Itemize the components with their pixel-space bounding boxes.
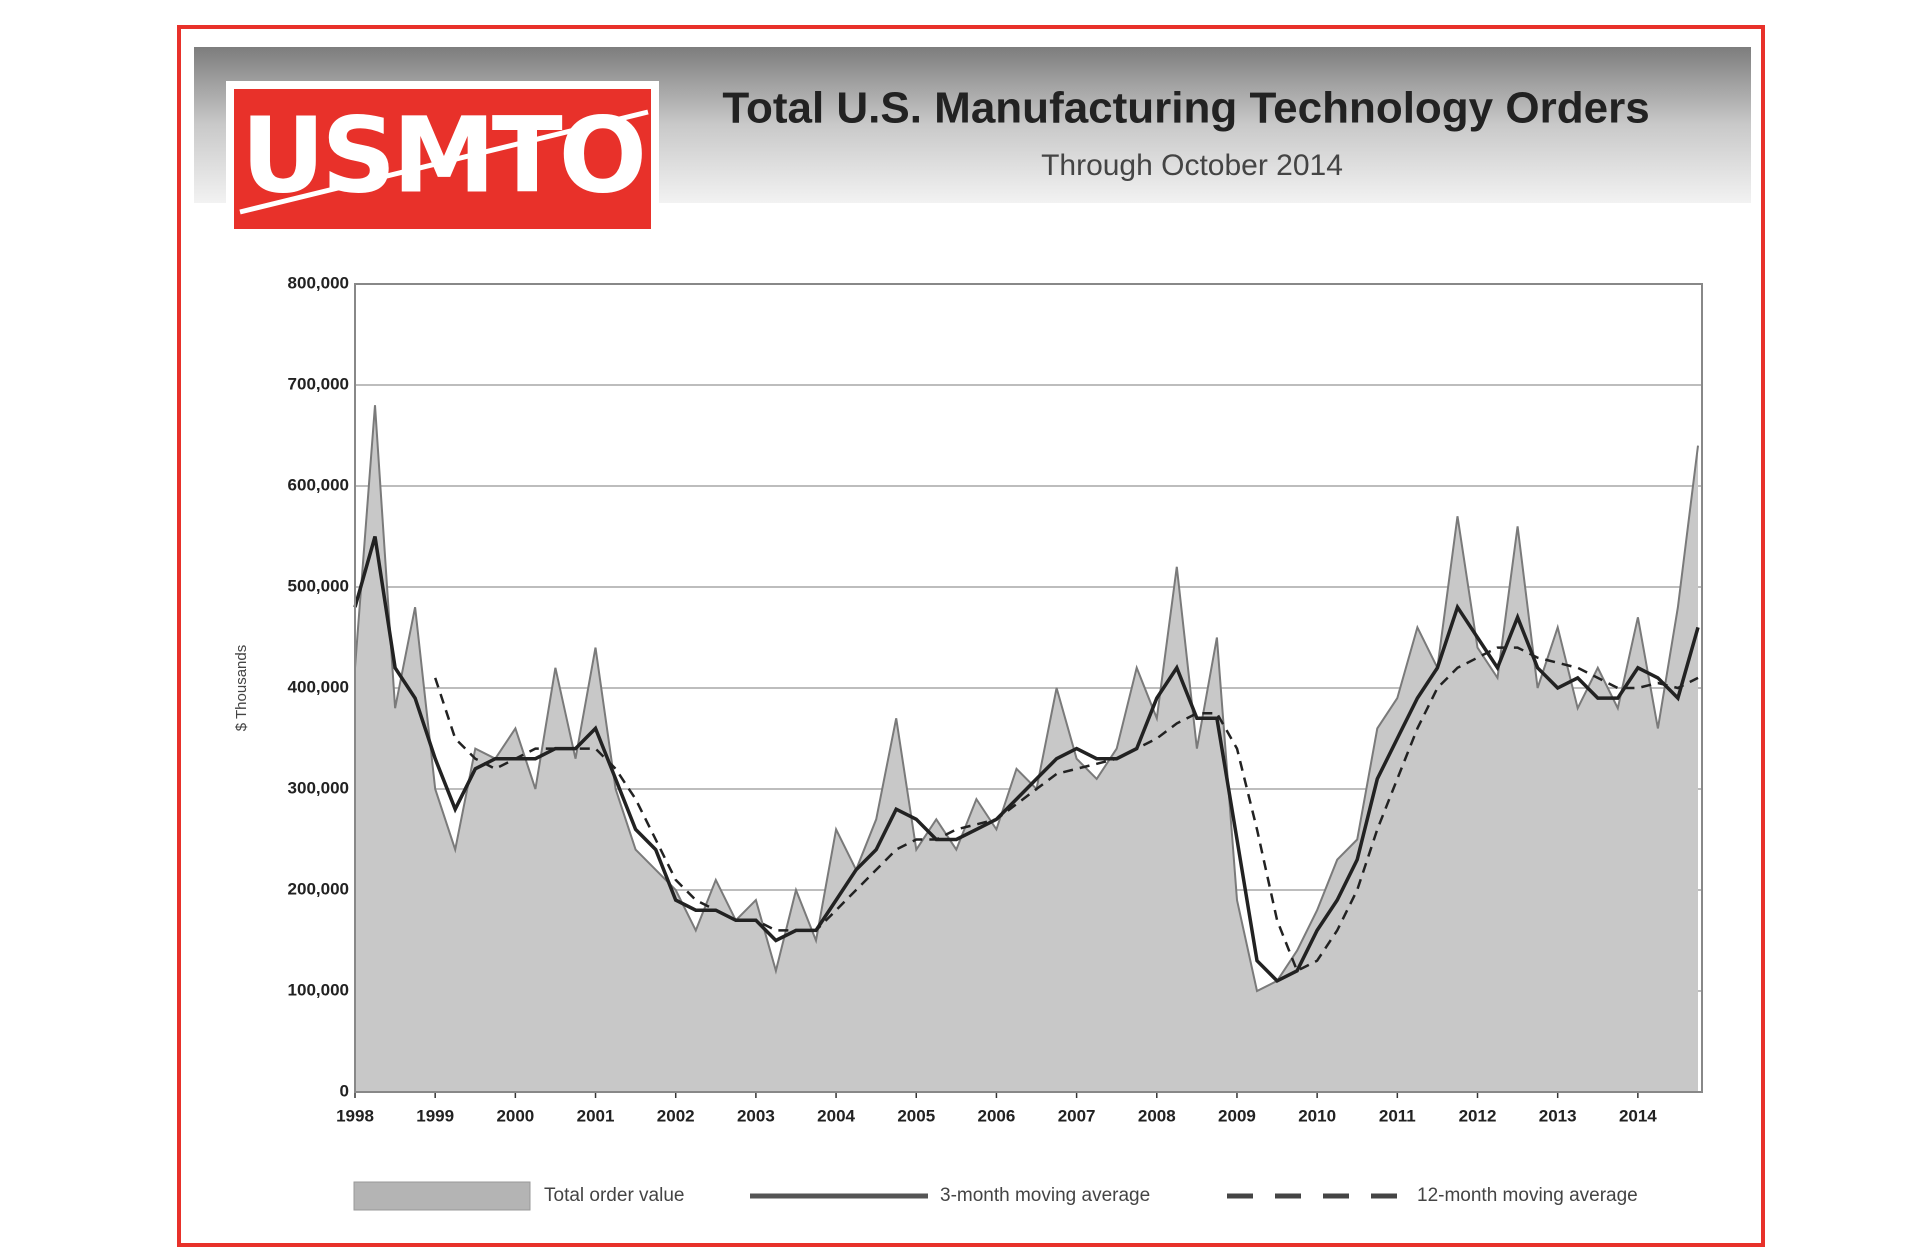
- frame: [177, 25, 1765, 1247]
- x-tick-label: 2011: [1379, 1106, 1416, 1125]
- legend-label: 3-month moving average: [940, 1185, 1150, 1206]
- legend-swatch: [353, 1181, 531, 1211]
- x-tick-label: 2001: [577, 1106, 615, 1125]
- y-tick-label: 700,000: [288, 374, 349, 393]
- logo-box: [234, 89, 651, 229]
- line: [434, 646, 1699, 973]
- x-tick-label: 2013: [1539, 1106, 1577, 1125]
- x-tick-label: 1999: [416, 1106, 454, 1125]
- x-tick-label: 2006: [978, 1106, 1016, 1125]
- y-tick-label: 100,000: [288, 980, 349, 999]
- y-tick-label: 300,000: [288, 778, 349, 797]
- x-tick-label: 2005: [897, 1106, 935, 1125]
- x-tick-label: 2000: [496, 1106, 534, 1125]
- x-tick-label: 2003: [737, 1106, 775, 1125]
- y-tick-label: 400,000: [288, 677, 349, 696]
- chart-title: Total U.S. Manufacturing Technology Orde…: [722, 84, 1649, 133]
- line: [353, 536, 1700, 984]
- x-tick-label: 2009: [1218, 1106, 1256, 1125]
- y-tick-label: 600,000: [288, 475, 349, 494]
- area-edge: [354, 405, 1699, 993]
- x-tick-label: 1998: [336, 1106, 374, 1125]
- y-tick-label: 500,000: [288, 576, 349, 595]
- x-tick-label: 2002: [657, 1106, 695, 1125]
- y-tick-label: 800,000: [288, 273, 349, 292]
- x-tick-label: 2007: [1058, 1106, 1096, 1125]
- x-tick-label: 2012: [1459, 1106, 1497, 1125]
- y-tick-label: 200,000: [288, 879, 349, 898]
- x-tick-label: 2010: [1298, 1106, 1336, 1125]
- chart-subtitle: Through October 2014: [1041, 149, 1343, 182]
- x-tick-label: 2008: [1138, 1106, 1176, 1125]
- legend-label: Total order value: [544, 1185, 684, 1206]
- y-tick-label: 0: [340, 1081, 349, 1100]
- logo-swoosh: [239, 109, 649, 215]
- x-tick-label: 2004: [817, 1106, 855, 1125]
- legend-label: 12-month moving average: [1417, 1185, 1638, 1206]
- y-axis-label: $ Thousands: [233, 645, 250, 731]
- plot-border: [354, 283, 1703, 1093]
- x-tick-label: 2014: [1619, 1106, 1657, 1125]
